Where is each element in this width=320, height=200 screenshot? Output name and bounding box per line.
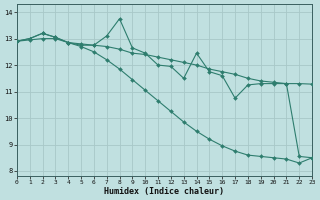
X-axis label: Humidex (Indice chaleur): Humidex (Indice chaleur): [104, 187, 224, 196]
